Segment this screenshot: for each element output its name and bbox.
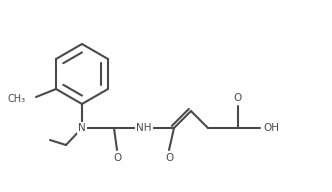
Text: O: O xyxy=(165,153,173,163)
Text: O: O xyxy=(234,93,242,103)
Text: N: N xyxy=(78,123,86,133)
Text: OH: OH xyxy=(263,123,279,133)
Text: NH: NH xyxy=(136,123,152,133)
Text: O: O xyxy=(113,153,121,163)
Text: CH₃: CH₃ xyxy=(8,94,26,104)
